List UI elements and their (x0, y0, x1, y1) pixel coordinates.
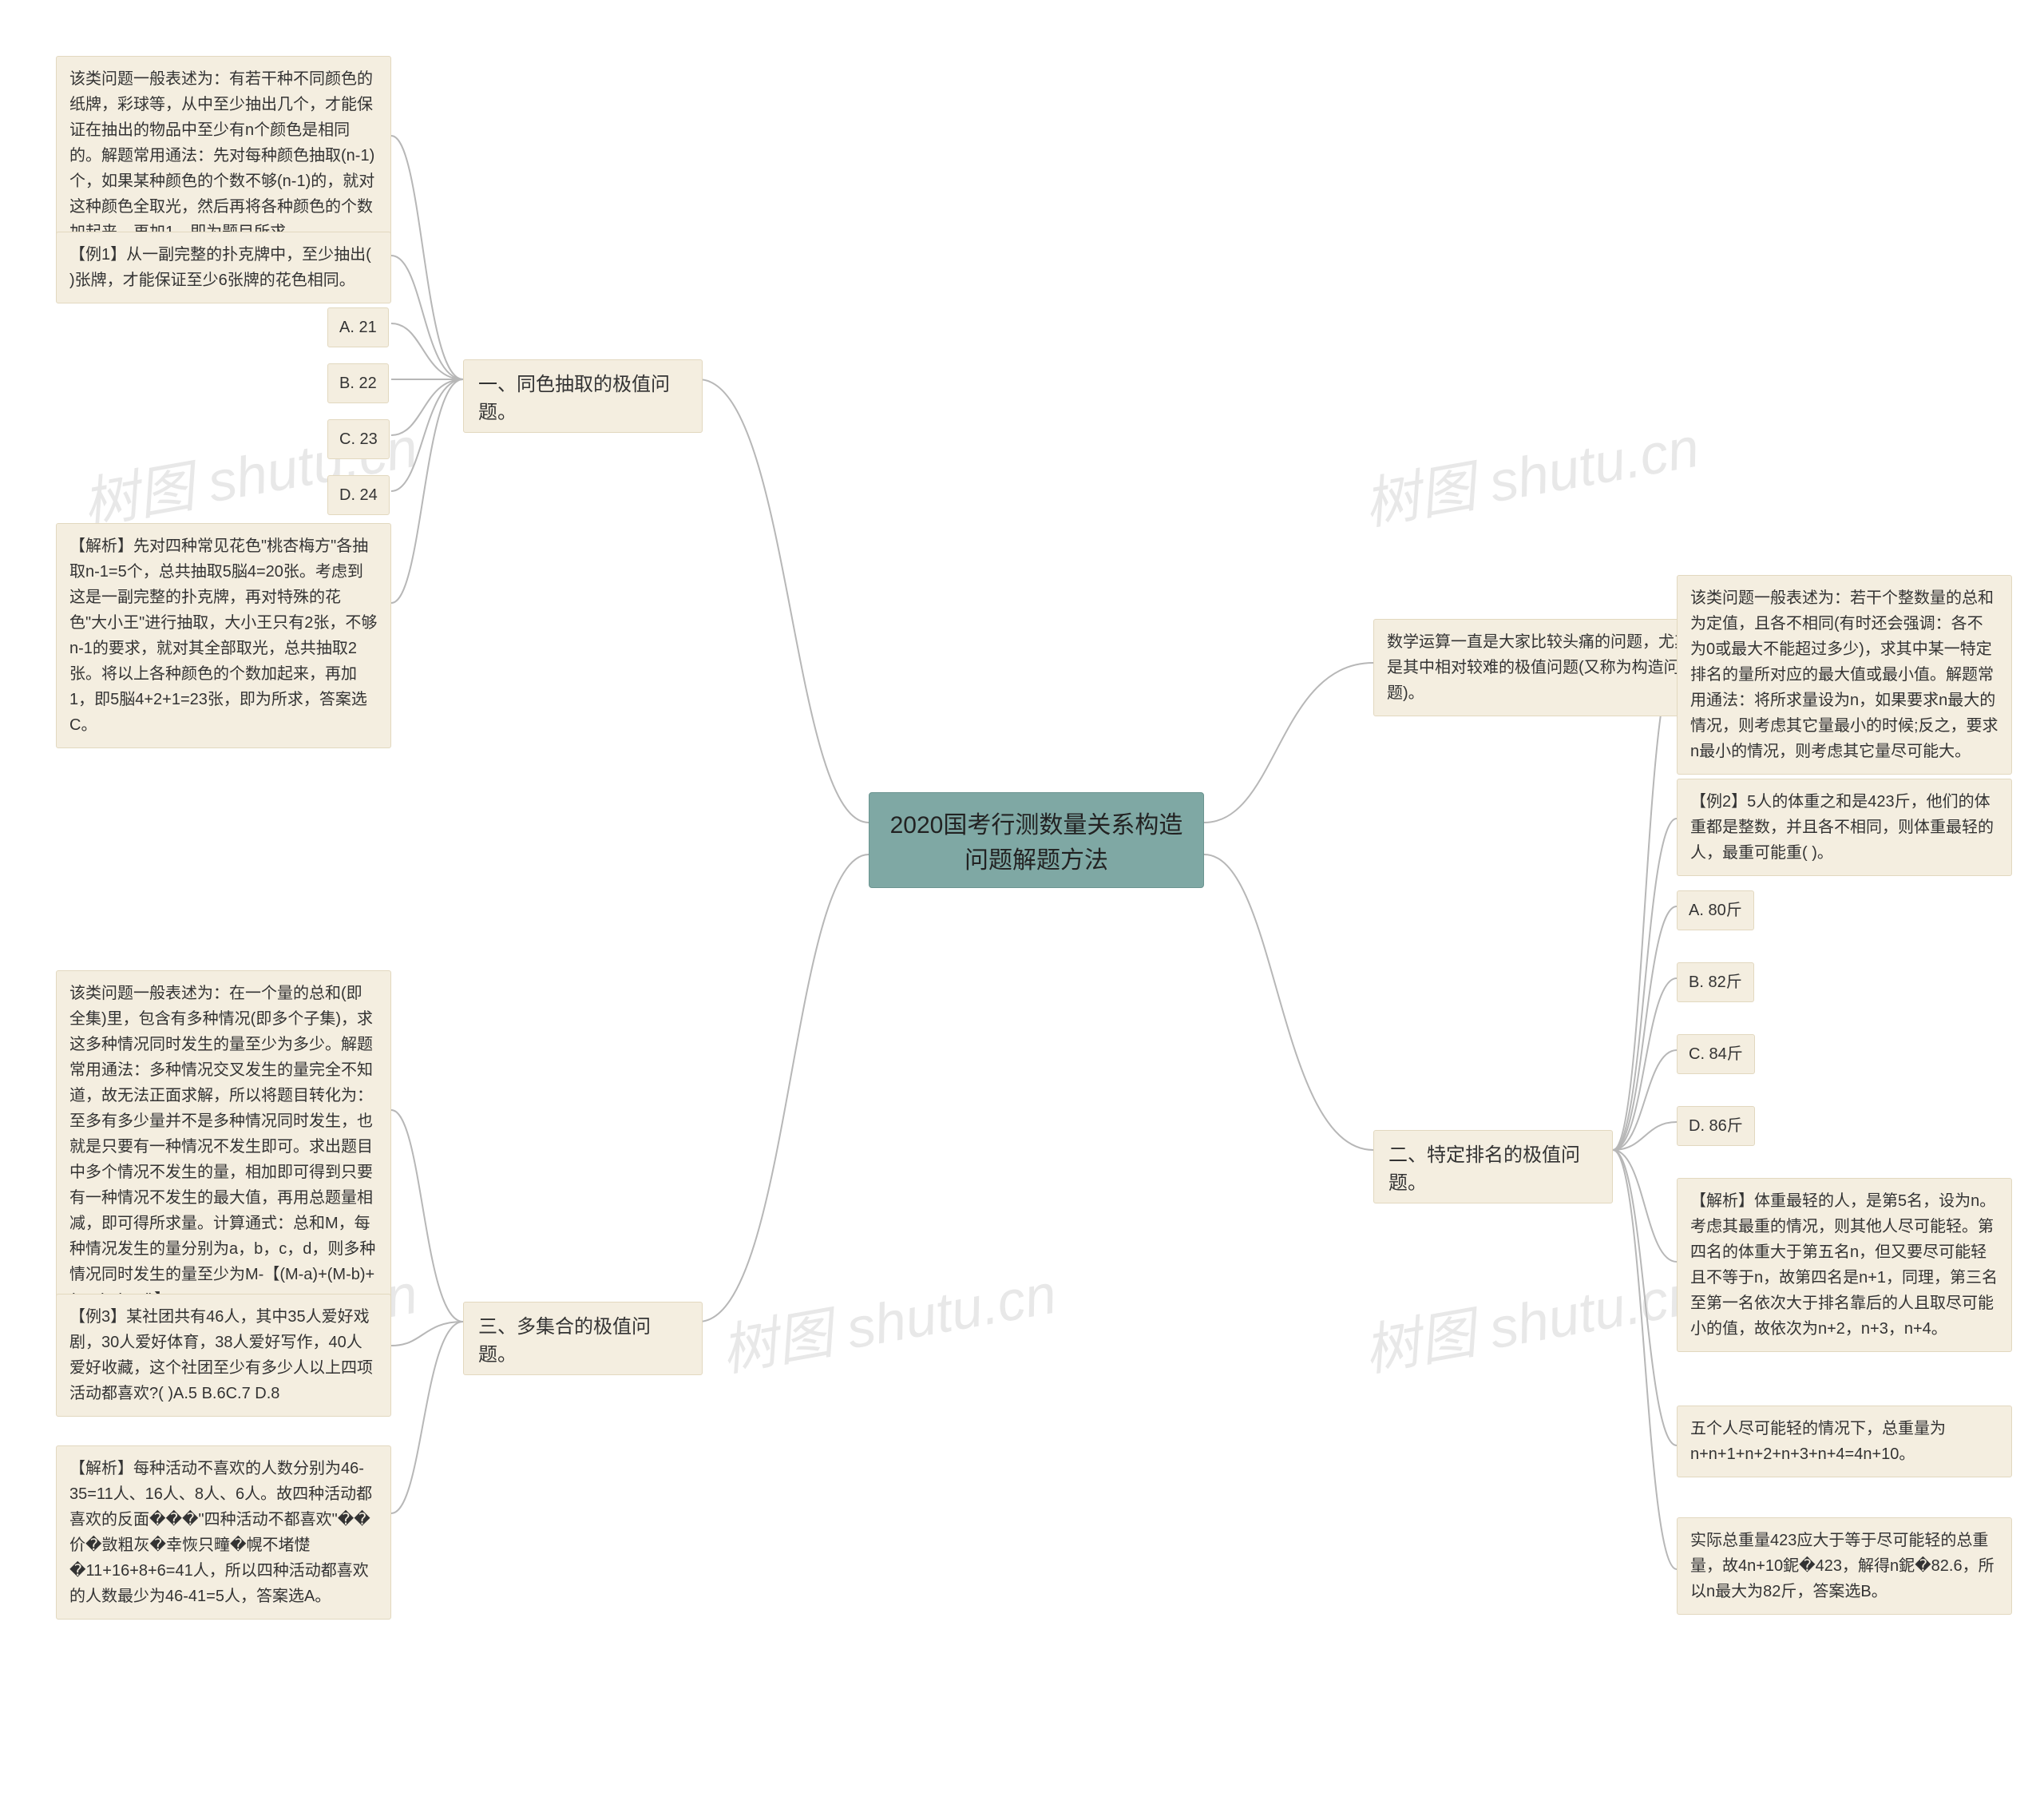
branch-3-leaf-3: 【解析】每种活动不喜欢的人数分别为46-35=11人、16人、8人、6人。故四种… (56, 1445, 391, 1620)
branch-2-leaf-1: 该类问题一般表述为：若干个整数量的总和为定值，且各不相同(有时还会强调：各不为0… (1677, 575, 2012, 775)
branch-2-leaf-9: 实际总重量423应大于等于尽可能轻的总重量，故4n+10鈮�423，解得n鈮�8… (1677, 1517, 2012, 1615)
branch-1-leaf-7: 【解析】先对四种常见花色"桃杏梅方"各抽取n-1=5个，总共抽取5脳4=20张。… (56, 523, 391, 748)
branch-2-leaf-6: D. 86斤 (1677, 1106, 1755, 1146)
branch-1: 一、同色抽取的极值问题。 (463, 359, 703, 433)
intro-node: 数学运算一直是大家比较头痛的问题，尤其是其中相对较难的极值问题(又称为构造问题)… (1373, 619, 1709, 716)
branch-2-leaf-7: 【解析】体重最轻的人，是第5名，设为n。考虑其最重的情况，则其他人尽可能轻。第四… (1677, 1178, 2012, 1352)
branch-2-leaf-4: B. 82斤 (1677, 962, 1754, 1002)
branch-2-leaf-5: C. 84斤 (1677, 1034, 1755, 1074)
branch-3-leaf-2: 【例3】某社团共有46人，其中35人爱好戏剧，30人爱好体育，38人爱好写作，4… (56, 1294, 391, 1417)
branch-3: 三、多集合的极值问题。 (463, 1302, 703, 1375)
branch-1-leaf-3: A. 21 (327, 307, 389, 347)
branch-2-leaf-8: 五个人尽可能轻的情况下，总重量为n+n+1+n+2+n+3+n+4=4n+10。 (1677, 1406, 2012, 1477)
branch-2-leaf-2: 【例2】5人的体重之和是423斤，他们的体重都是整数，并且各不相同，则体重最轻的… (1677, 779, 2012, 876)
branch-1-leaf-1: 该类问题一般表述为：有若干种不同颜色的纸牌，彩球等，从中至少抽出几个，才能保证在… (56, 56, 391, 256)
branch-2-leaf-3: A. 80斤 (1677, 890, 1754, 930)
branch-2: 二、特定排名的极值问题。 (1373, 1130, 1613, 1203)
mindmap-root: 2020国考行测数量关系构造问题解题方法 (869, 792, 1204, 888)
branch-1-leaf-5: C. 23 (327, 419, 390, 459)
branch-1-leaf-4: B. 22 (327, 363, 389, 403)
branch-1-leaf-2: 【例1】从一副完整的扑克牌中，至少抽出( )张牌，才能保证至少6张牌的花色相同。 (56, 232, 391, 303)
branch-1-leaf-6: D. 24 (327, 475, 390, 515)
branch-3-leaf-1: 该类问题一般表述为：在一个量的总和(即全集)里，包含有多种情况(即多个子集)，求… (56, 970, 391, 1323)
